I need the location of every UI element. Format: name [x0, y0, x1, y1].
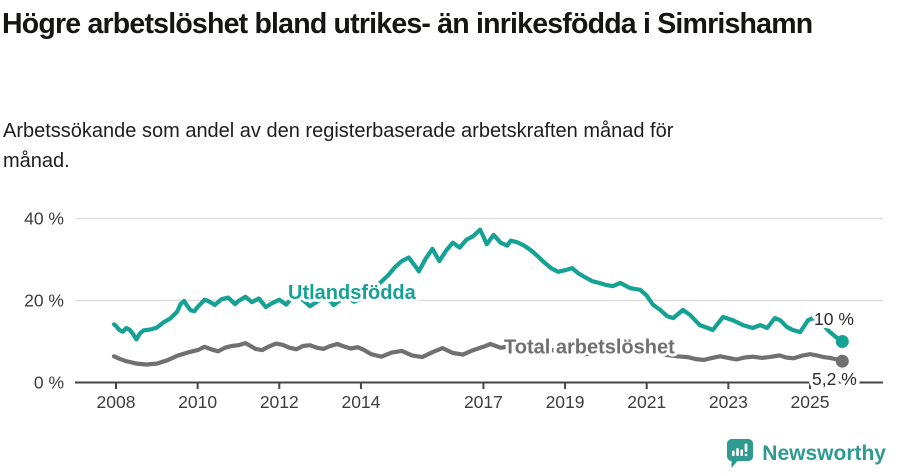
x-tick-label: 2025	[791, 392, 830, 412]
y-tick-label: 20 %	[24, 291, 64, 311]
y-tick-label: 0 %	[34, 373, 64, 393]
brand-name: Newsworthy	[762, 441, 886, 465]
series-label-total-arbetsloshet: Total arbetslöshet	[504, 337, 675, 359]
x-tick-label: 2008	[97, 392, 136, 412]
series-end-dot	[835, 354, 849, 368]
newsworthy-bubble-chart-icon	[727, 439, 754, 468]
x-tick-label: 2017	[464, 392, 503, 412]
series-end-dot	[835, 335, 849, 348]
x-tick-label: 2012	[260, 392, 299, 412]
series-line	[111, 227, 845, 344]
end-value-label-utlandsfodda: 10 %	[814, 309, 854, 329]
x-tick-label: 2010	[178, 392, 217, 412]
y-tick-label: 40 %	[24, 209, 64, 229]
chart-subtitle: Arbetssökande som andel av den registerb…	[3, 120, 674, 172]
x-tick-label: 2014	[341, 392, 380, 412]
series-line	[111, 341, 845, 367]
end-value-label-total: 5,2 %	[812, 369, 857, 389]
newsworthy-logo[interactable]: Newsworthy	[726, 438, 886, 469]
x-tick-label: 2021	[627, 392, 666, 412]
x-tick-label: 2023	[709, 392, 748, 412]
page-title: Högre arbetslöshet bland utrikes- än inr…	[2, 8, 813, 40]
line-chart: 0 % 20 % 40 % 2008 2010 2012 2014 2017 2019 2021 2…	[24, 209, 883, 412]
series-label-utlandsfodda: Utlandsfödda	[288, 282, 417, 304]
x-tick-label: 2019	[546, 392, 585, 412]
chart-area: 0 % 20 % 40 % 2008 2010 2012 2014 2017 2019 2021 2…	[0, 195, 900, 435]
plot-layer: 0 % 20 % 40 % 2008 2010 2012 2014 2017 2019 2021 2…	[24, 209, 883, 412]
